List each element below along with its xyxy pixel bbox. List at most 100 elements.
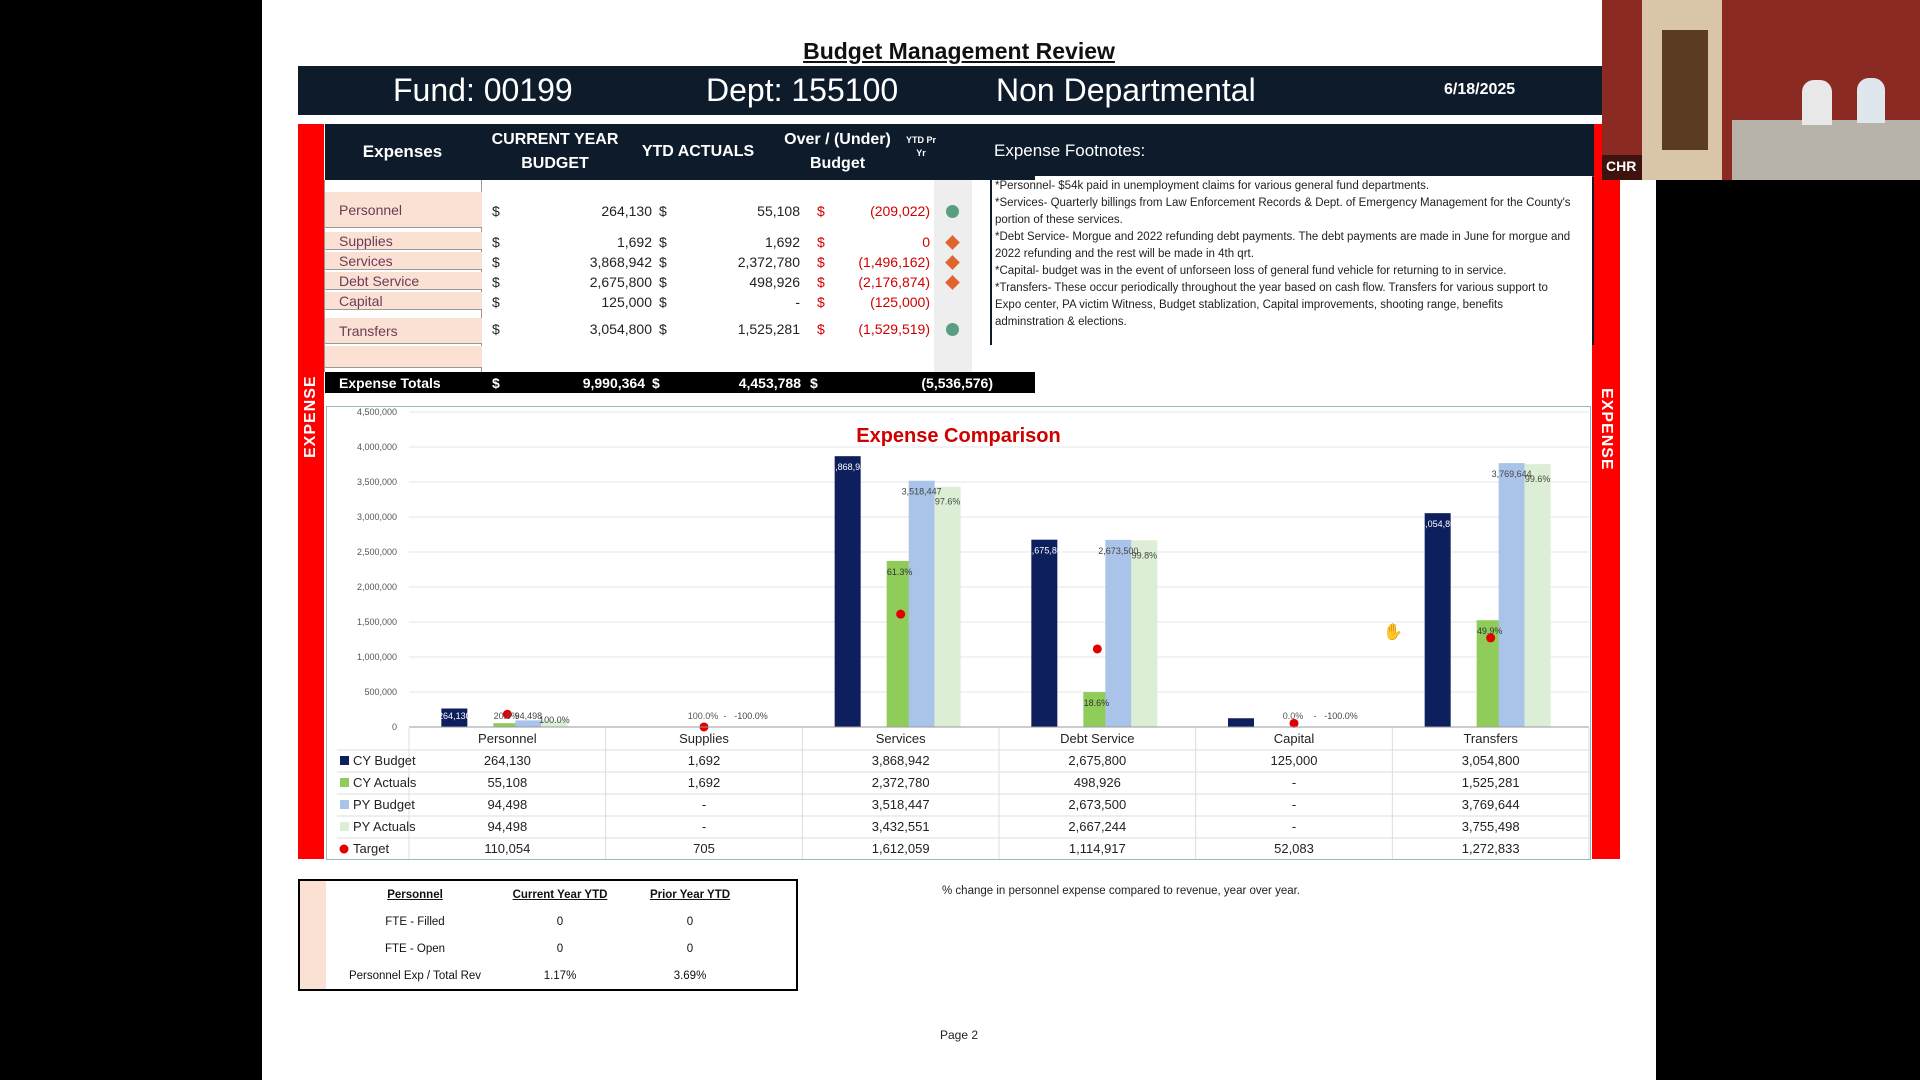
legend-swatch-icon [340,778,349,787]
legend-target-icon [339,844,349,854]
table-value: 2,673,500 [1068,797,1126,812]
bar-data-label: 99.6% [1525,474,1551,484]
target-marker [1289,718,1299,728]
bar-cy-actuals [1083,692,1110,727]
table-value: 125,000 [1271,753,1318,768]
table-value: 498,926 [1074,775,1121,790]
personnel-cell: FTE - Filled [385,916,445,928]
bar-data-label: 3,769,644 [1492,469,1532,479]
bar-py-actuals [1524,464,1551,727]
footnote-line: *Capital- budget was in the event of unf… [995,265,1507,277]
footnote-line: Expo center, PA victim Witness, Budget s… [995,299,1503,311]
row-over: (1,496,162) [858,254,930,270]
bar-cy-budget [1228,718,1254,727]
target-marker [896,609,906,619]
y-tick-label: 3,500,000 [357,477,397,487]
report-page: Budget Management Review Fund: 00199 Dep… [262,0,1656,1080]
bar-cy-budget [441,708,468,727]
video-person [1802,80,1832,125]
row-over: 0 [922,234,930,250]
status-circle-icon [946,205,959,218]
fund-number: Fund: 00199 [393,72,573,108]
personnel-cell: 0 [686,943,694,955]
bar-data-label: 264,130 [438,711,471,721]
legend-series-label: PY Actuals [353,819,416,834]
bar-data-label: 20.9% [494,711,520,721]
totals-over: (5,536,576) [921,375,993,391]
expense-table-header: Expenses CURRENT YEAR BUDGET YTD ACTUALS… [325,124,1035,180]
table-value: 264,130 [484,753,531,768]
legend-series-label: CY Actuals [353,775,417,790]
footnote-line: portion of these services. [995,214,1123,226]
bar-py-budget [1105,539,1132,727]
bar-data-label: 97.6% [935,497,961,507]
bar-data-label: 94,498 [515,711,543,721]
expense-category: Transfers [325,318,482,344]
personnel-cell: 1.17% [543,970,577,982]
x-category-label: Supplies [679,731,729,746]
bar-data-label: - [1314,711,1317,721]
x-category-label: Services [876,731,926,746]
row-budget: 1,692 [616,234,652,250]
expense-empty-row [325,346,482,368]
bar-py-budget [908,480,935,727]
y-tick-label: 3,000,000 [357,512,397,522]
row-budget: 125,000 [601,294,652,310]
fund-header-bar: Fund: 00199 Dept: 155100 Non Departmenta… [298,66,1626,115]
bar-data-label: 2,675,80 [1027,546,1062,556]
bar-cy-budget [1031,539,1058,727]
expense-side-bar-right: EXPENSE [1592,124,1620,859]
expense-category: Supplies [325,232,482,250]
table-value: 2,675,800 [1068,753,1126,768]
y-tick-label: 2,500,000 [357,547,397,557]
video-person-2 [1857,78,1885,123]
bar-data-label: - [724,711,727,721]
personnel-cell: 3.69% [673,970,707,982]
totals-label: Expense Totals [339,375,441,391]
row-over: (209,022) [870,203,930,219]
row-over: (125,000) [870,294,930,310]
expense-side-bar-left: EXPENSE [298,124,324,859]
chart-svg: 4,500,000 4,000,000 3,500,000 3,000,000 2,50… [337,407,1590,859]
bar-data-label: 18.6% [1084,698,1110,708]
footnotes-header: Expense Footnotes: [990,124,1594,176]
footnotes-title: Expense Footnotes: [994,141,1146,160]
video-thumbnail[interactable]: CHR [1602,0,1920,180]
row-budget: 3,054,800 [589,321,652,337]
bar-py-actuals [934,486,961,727]
legend-swatch-icon [340,756,349,765]
y-tick-label: 500,000 [364,687,397,697]
personnel-cell: 0 [556,916,564,928]
table-value: 3,518,447 [872,797,930,812]
x-category-label: Personnel [478,731,537,746]
bar-data-label: 0.0% [1283,711,1304,721]
x-category-label: Debt Service [1060,731,1134,746]
table-value: 1,525,281 [1462,775,1520,790]
row-budget: 2,675,800 [589,274,652,290]
status-circle-icon [946,323,959,336]
row-over: (2,176,874) [858,274,930,290]
expense-category: Services [325,252,482,270]
hand-cursor-icon: ✋ [1383,624,1403,641]
legend-series-label: Target [353,841,390,856]
table-value: - [702,797,706,812]
target-marker [1486,633,1496,643]
row-budget: 264,130 [601,203,652,219]
table-value: 3,432,551 [872,819,930,834]
video-door [1662,30,1708,150]
table-value: 1,272,833 [1462,841,1520,856]
y-tick-label: 1,000,000 [357,652,397,662]
page-title: Budget Management Review [803,38,1115,64]
table-value: 110,054 [484,841,530,856]
expense-comparison-chart: Expense Comparison 4,500,000 4,000,000 3,5… [326,406,1591,860]
personnel-note: % change in personnel expense compared t… [942,885,1300,897]
bar-py-actuals [1131,540,1158,727]
totals-budget: 9,990,364 [582,375,645,391]
expense-side-label-right: EXPENSE [1598,388,1615,471]
legend-series-label: PY Budget [353,797,415,812]
table-value: 2,372,780 [872,775,930,790]
target-marker [1092,644,1102,654]
video-label-bg [1602,155,1642,180]
footnotes-body: *Personnel- $54k paid in unemployment cl… [990,177,1594,345]
row-actual: 2,372,780 [737,254,800,270]
